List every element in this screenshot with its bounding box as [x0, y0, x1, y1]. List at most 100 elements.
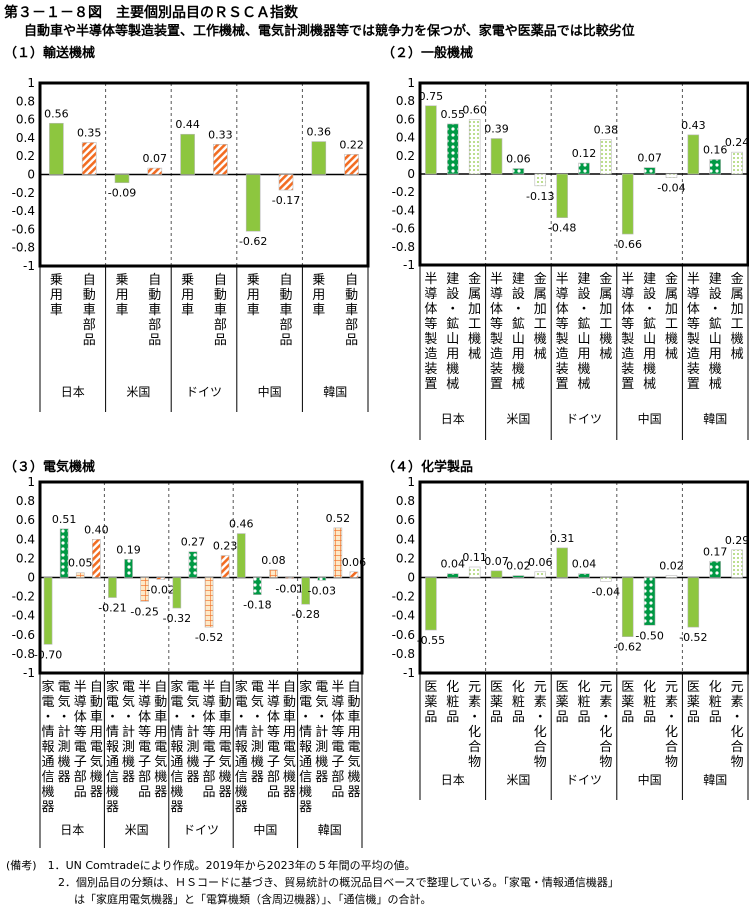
chart-panel-4: 1 0.8 0.6 0.4 0.2 0 -0.2 -0.4 -0.6 -0.8 -1 -0.55 医薬品… [392, 475, 749, 800]
y-tick-label: 0.8 [16, 494, 35, 508]
bar [188, 551, 198, 578]
category-label: 建設・鉱山用機械 [512, 272, 525, 392]
category-label: 化粧品 [512, 680, 525, 725]
bar [578, 162, 590, 175]
chart-panel-2: 1 0.8 0.6 0.4 0.2 0 -0.2 -0.4 -0.6 -0.8 -1 0.75 半導体等… [392, 76, 749, 440]
bar [731, 151, 743, 175]
bar [731, 549, 743, 578]
bar [534, 571, 547, 578]
bar [578, 573, 590, 578]
category-label: 乗用車 [181, 273, 194, 318]
category-label: 元素・化合物 [599, 680, 612, 770]
category-label: 金属加工機械 [665, 271, 678, 362]
y-tick-label: 0.8 [16, 94, 35, 108]
data-label: -0.55 [417, 634, 445, 647]
y-tick-label: 0.6 [16, 113, 35, 127]
category-label: 医薬品 [424, 680, 437, 725]
y-tick-label: -0.4 [392, 609, 415, 623]
data-label: 0.40 [84, 523, 109, 536]
data-label: 0.04 [441, 558, 466, 571]
data-label: -0.02 [147, 583, 175, 596]
y-tick-label: 1 [27, 76, 35, 90]
bar [204, 577, 214, 628]
data-label: 0.16 [703, 143, 728, 156]
y-tick-label: -1 [23, 259, 35, 273]
y-tick-label: 0.2 [396, 551, 415, 565]
figure-subtitle: 自動車や半導体等製造装置、工作機械、電気計測機器等では競争力を保つが、家電や医薬… [24, 24, 635, 39]
category-label: 建設・鉱山用機械 [578, 272, 591, 392]
category-label: 半導体等電子部品 [267, 680, 280, 800]
category-label: 自動車部品 [345, 273, 358, 348]
bar [180, 133, 195, 175]
panel-title-electric: （３）電気機械 [4, 460, 96, 475]
data-label: 0.07 [484, 555, 509, 568]
data-label: 0.38 [594, 123, 619, 136]
category-label: 自動車用電気機器 [90, 680, 103, 800]
y-tick-label: 1 [407, 76, 415, 90]
category-label: 自動車用電気機器 [283, 680, 296, 800]
bar [156, 577, 166, 580]
y-tick-label: -0.2 [12, 590, 35, 604]
note-2: 2．個別品目の分類は、ＨＳコードに基づき、貿易統計の概況品目ベースで整理している… [58, 876, 619, 889]
bar [253, 577, 262, 595]
data-label: 0.06 [506, 153, 531, 166]
bar [512, 168, 525, 175]
bar [447, 123, 459, 175]
data-label: 0.75 [419, 90, 444, 103]
data-label: -0.25 [130, 605, 158, 618]
y-tick-label: 0.8 [396, 94, 415, 108]
y-tick-label: 0 [407, 167, 415, 181]
y-tick-label: -0.6 [392, 222, 415, 236]
plot-frame [38, 81, 370, 268]
note-3: は「家庭用電気機器」と「電算機類（含周辺機器）」、「通信機」の合計。 [74, 893, 432, 906]
category-label: 半導体等製造装置 [687, 272, 700, 392]
category-label: 金属加工機械 [468, 271, 481, 362]
category-label: 半導体等電子部品 [138, 680, 151, 800]
data-label: 0.52 [326, 512, 351, 525]
bar [269, 569, 278, 578]
bar [709, 159, 721, 175]
category-label: 化粧品 [578, 680, 591, 725]
bar [709, 560, 721, 578]
data-label: 0.06 [528, 556, 553, 569]
data-label: 0.33 [208, 128, 233, 141]
y-tick-label: -0.8 [392, 240, 415, 254]
data-label: -0.52 [679, 631, 707, 644]
category-label: 自動車部品 [148, 273, 161, 348]
y-tick-label: -0.4 [392, 203, 415, 217]
y-tick-label: 0.6 [396, 112, 415, 126]
bar [621, 577, 634, 638]
bar [147, 167, 163, 175]
bar [665, 575, 678, 578]
bar [600, 139, 612, 175]
bar [124, 559, 133, 578]
country-label: 韓国 [703, 773, 727, 787]
category-label: 半導体等製造装置 [556, 272, 569, 392]
category-label: 電気・計測機器 [186, 680, 199, 785]
y-tick-label: -0.4 [12, 609, 35, 623]
bar [344, 154, 359, 175]
bar [140, 577, 149, 602]
data-label: -0.52 [195, 631, 223, 644]
category-label: 自動車用電気機器 [347, 680, 360, 800]
bar [621, 173, 634, 235]
panel-title-chemical: （４）化学製品 [382, 460, 474, 475]
bar [447, 573, 459, 578]
category-label: 家電・情報通信機器 [170, 679, 183, 815]
category-label: 医薬品 [490, 680, 503, 725]
country-label: ドイツ [183, 823, 219, 837]
y-tick-label: 1 [27, 475, 35, 489]
y-tick-label: 0.4 [16, 532, 35, 546]
data-label: -0.70 [34, 648, 62, 661]
data-label: 0.23 [213, 540, 238, 553]
data-label: 0.12 [572, 147, 597, 160]
category-label: 電気・計測機器 [58, 680, 71, 785]
data-label: 0.51 [52, 513, 77, 526]
country-label: 日本 [61, 385, 85, 399]
chart-panel-3: 1 0.8 0.6 0.4 0.2 0 -0.2 -0.4 -0.6 -0.8 -1 -0.70 家電・… [12, 475, 366, 848]
country-label: 日本 [441, 773, 465, 787]
country-label: 韓国 [703, 412, 727, 426]
category-label: 元素・化合物 [665, 680, 678, 770]
category-label: 乗用車 [247, 273, 260, 318]
